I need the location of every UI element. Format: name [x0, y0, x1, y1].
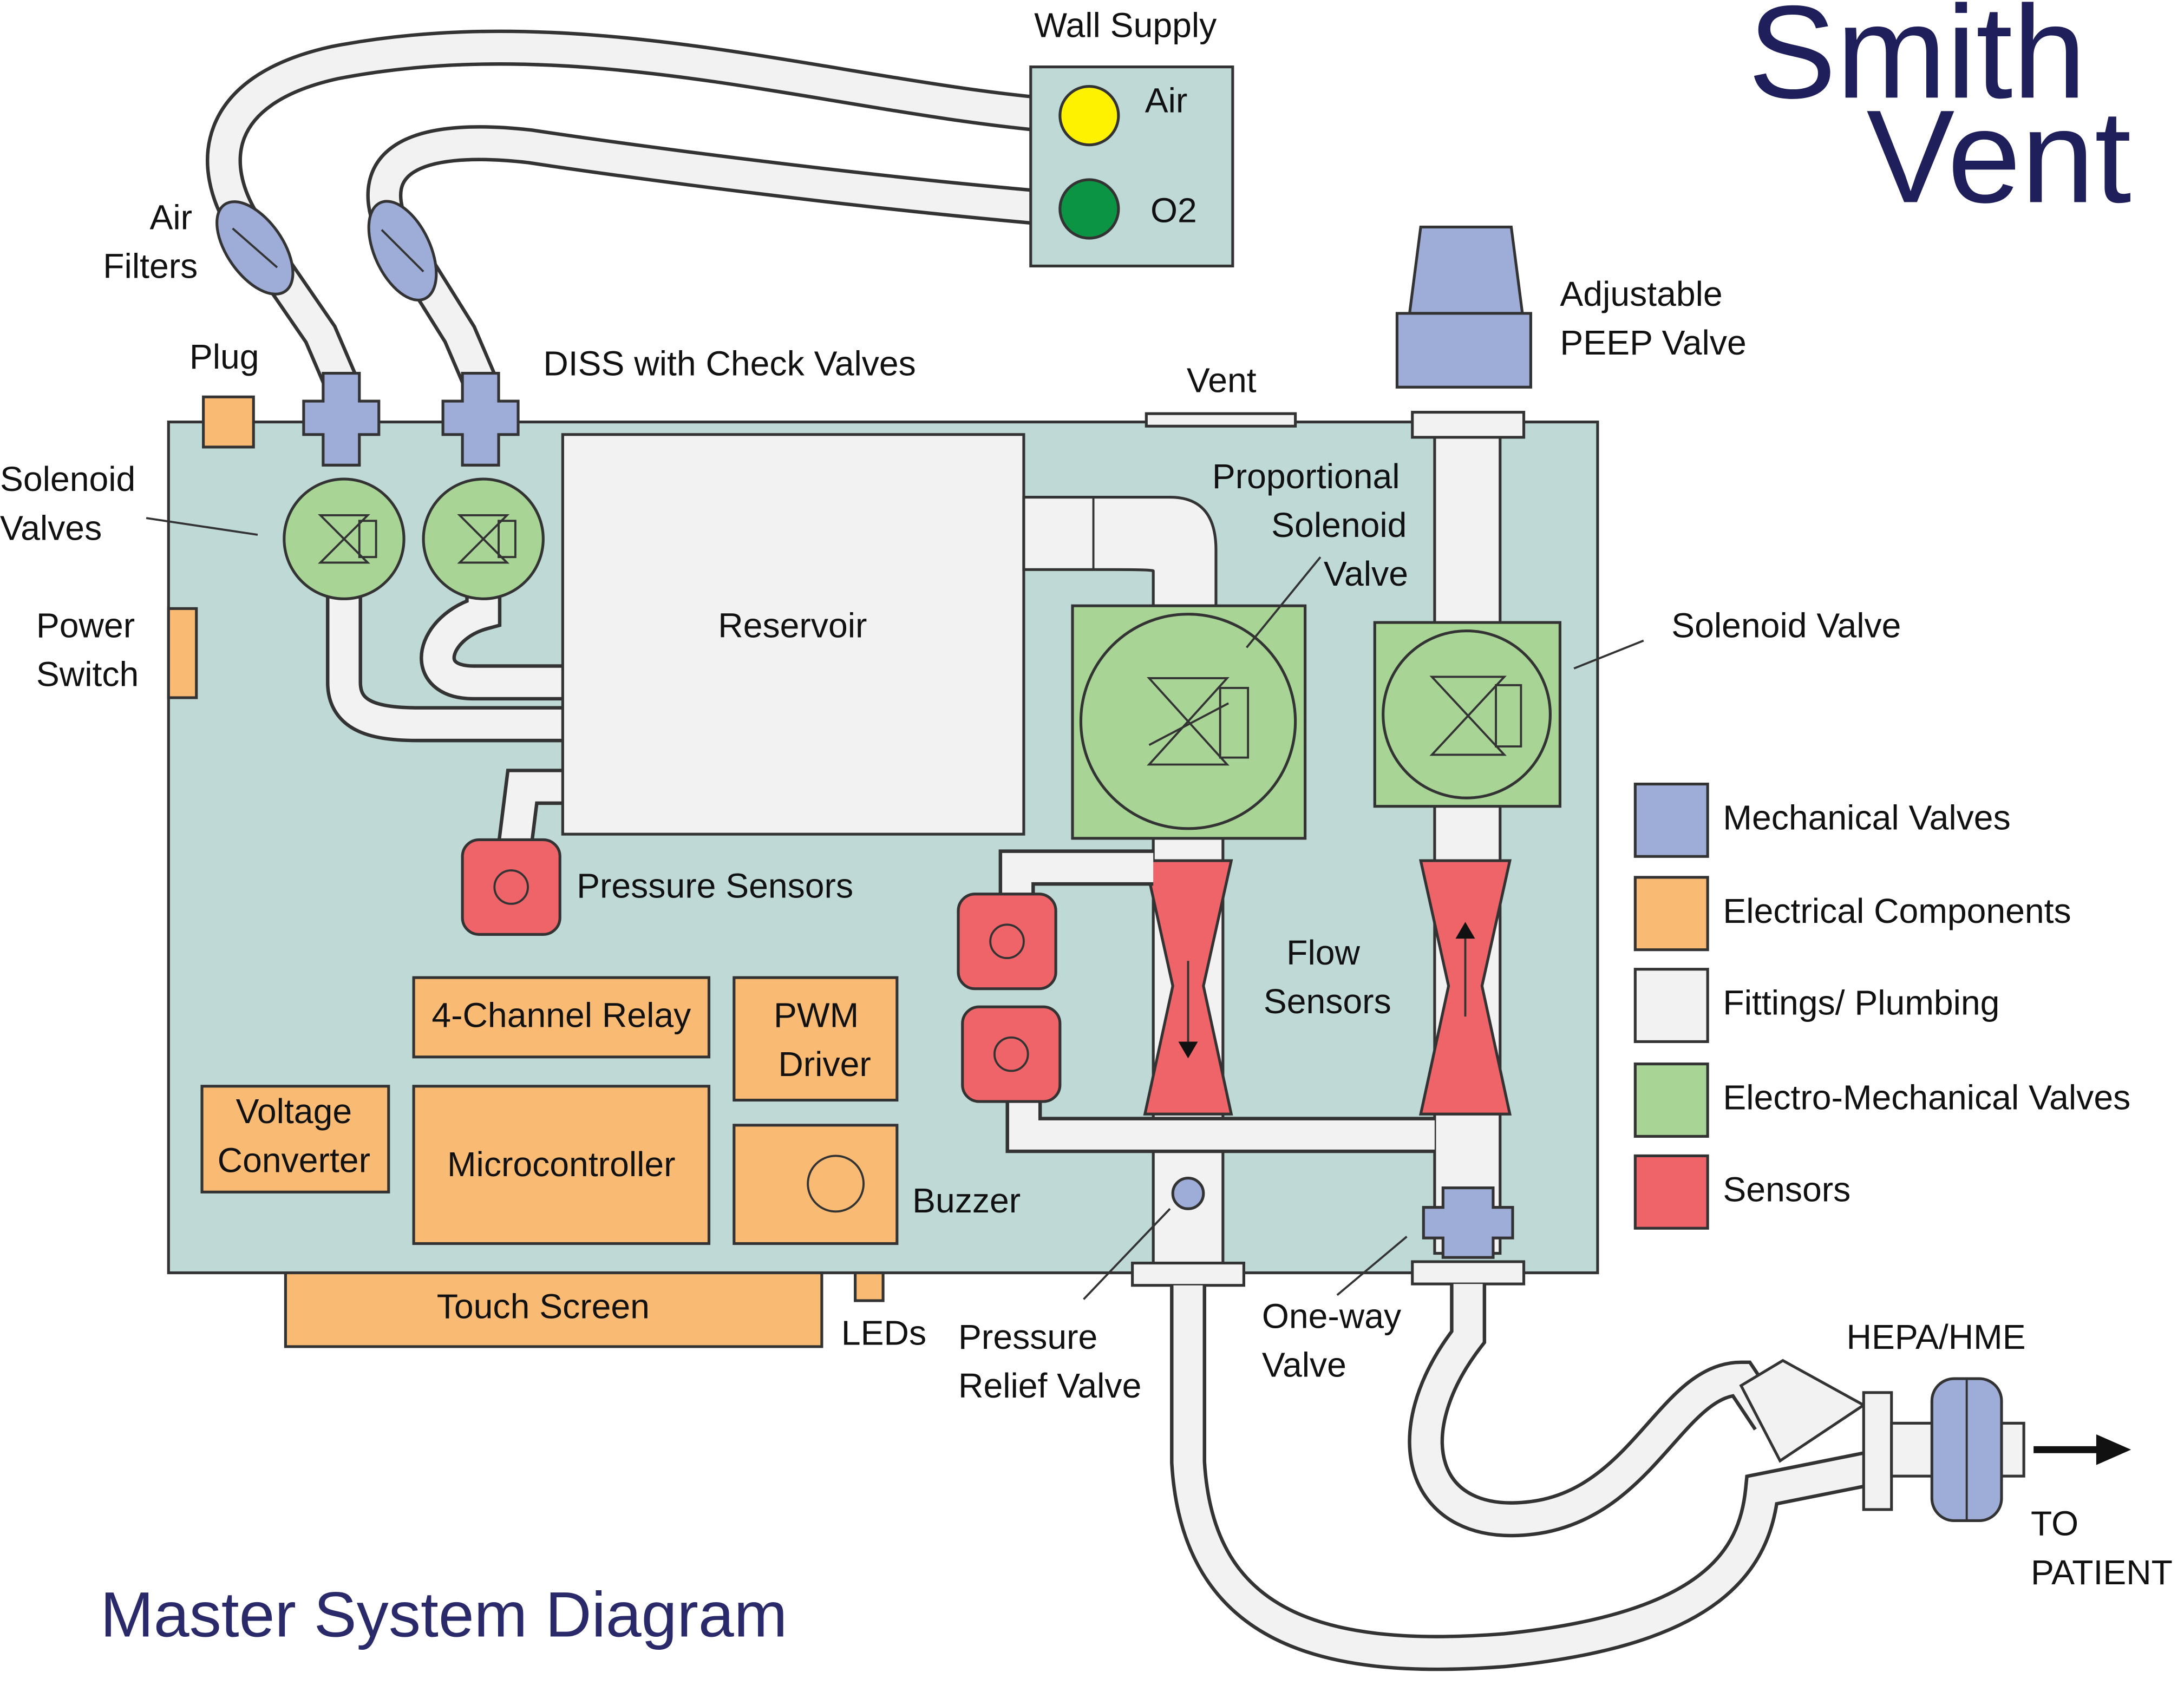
label: Valve — [1262, 1345, 1346, 1384]
title: Master System Diagram — [100, 1579, 787, 1650]
label: One-way — [1262, 1296, 1402, 1335]
label: Solenoid — [0, 460, 135, 499]
label: Driver — [778, 1045, 871, 1084]
label: Valves — [0, 508, 102, 547]
label: PEEP Valve — [1560, 323, 1746, 362]
legend-label: Mechanical Valves — [1723, 798, 2010, 837]
label: HEPA/HME — [1847, 1317, 2026, 1356]
legend-swatch — [1633, 1154, 1709, 1230]
label: Wall Supply — [1034, 6, 1217, 45]
legend-swatch — [1633, 1063, 1709, 1138]
logo: Vent — [1866, 82, 2131, 230]
label: Solenoid — [1271, 506, 1407, 545]
label: Touch Screen — [437, 1287, 650, 1326]
label: Proportional — [1212, 457, 1400, 496]
label: Power — [36, 606, 135, 645]
label: Plug — [189, 337, 259, 376]
legend-swatch — [1633, 782, 1709, 858]
legend: Mechanical Valves Electrical Components Fi… — [1633, 782, 2130, 1230]
label: Air — [1145, 81, 1188, 120]
legend-swatch — [1633, 968, 1709, 1044]
label: Converter — [218, 1140, 370, 1179]
label: Filters — [103, 247, 198, 286]
legend-label: Fittings/ Plumbing — [1723, 983, 1999, 1022]
label: Buzzer — [912, 1181, 1021, 1220]
label: TO — [2031, 1504, 2078, 1543]
label: Voltage — [236, 1092, 352, 1131]
label: Relief Valve — [958, 1366, 1141, 1405]
label: Pressure — [958, 1317, 1097, 1356]
label: PATIENT — [2031, 1553, 2173, 1592]
legend-swatch — [1633, 876, 1709, 952]
logo: Smith — [1748, 0, 2087, 126]
label: Flow — [1286, 933, 1360, 972]
legend-label: Electro-Mechanical Valves — [1723, 1078, 2130, 1117]
label: 4-Channel Relay — [431, 996, 691, 1035]
label: PWM — [774, 996, 859, 1035]
text: Smith Vent Master System Diagram Wall Su… — [0, 0, 2173, 1650]
label: Air — [149, 198, 192, 237]
label: Vent — [1187, 361, 1257, 400]
label: O2 — [1150, 191, 1197, 230]
label: Sensors — [1264, 982, 1391, 1021]
label: Microcontroller — [447, 1145, 676, 1184]
legend-label: Electrical Components — [1723, 891, 2071, 930]
legend-label: Sensors — [1723, 1170, 1850, 1209]
label: DISS with Check Valves — [543, 344, 916, 383]
label: Reservoir — [718, 606, 867, 645]
label: Switch — [36, 654, 139, 693]
label: LEDs — [841, 1313, 926, 1352]
label: Pressure Sensors — [577, 866, 853, 905]
layout — [146, 29, 2131, 1671]
label: Valve — [1324, 554, 1408, 593]
label: Adjustable — [1560, 274, 1722, 313]
label: Solenoid Valve — [1671, 606, 1901, 645]
